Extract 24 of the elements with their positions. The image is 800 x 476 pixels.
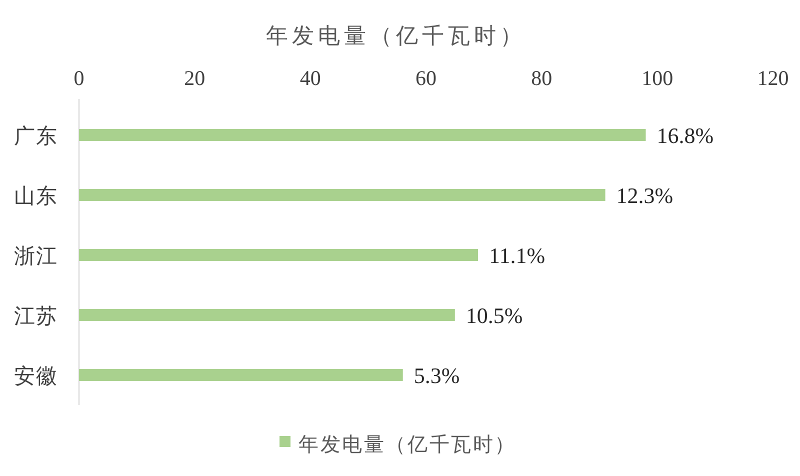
bar <box>79 249 478 261</box>
annotation: 10.5% <box>466 303 523 328</box>
x-tick-label: 20 <box>184 66 206 90</box>
bar <box>79 129 646 141</box>
y-tick-label: 安徽 <box>14 364 58 388</box>
annotation: 5.3% <box>414 363 460 388</box>
annotation: 12.3% <box>616 183 674 208</box>
y-tick-label: 江苏 <box>14 304 58 328</box>
x-tick-label: 100 <box>642 66 674 90</box>
y-tick-label: 广东 <box>14 124 58 148</box>
chart-title: 年发电量（亿千瓦时） <box>266 24 526 49</box>
y-tick-label: 山东 <box>14 184 58 208</box>
annotation: 11.1% <box>489 243 546 268</box>
x-tick-label: 40 <box>300 66 321 90</box>
bar <box>79 189 606 201</box>
x-tick-label: 0 <box>74 66 84 90</box>
bar <box>79 369 403 381</box>
x-tick-label: 80 <box>531 66 552 90</box>
annotation: 16.8% <box>656 123 714 148</box>
legend-label: 年发电量（亿千瓦时） <box>298 432 516 456</box>
x-tick-label: 120 <box>757 66 789 90</box>
y-tick-label: 浙江 <box>14 244 58 268</box>
x-tick-label: 60 <box>416 66 436 90</box>
bar <box>79 309 455 321</box>
